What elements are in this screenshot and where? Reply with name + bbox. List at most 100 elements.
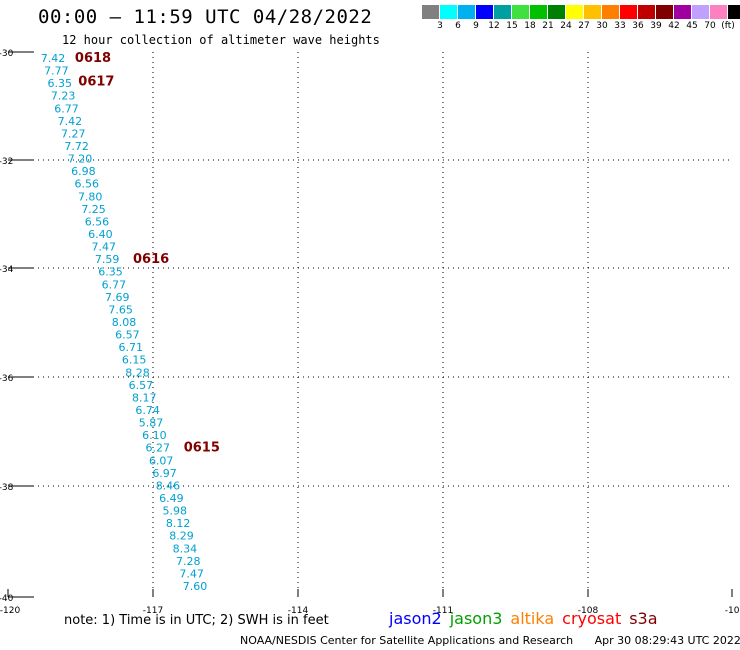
lat-label: -36 — [0, 374, 14, 384]
legend-label: 12 — [488, 21, 500, 31]
footer: NOAA/NESDIS Center for Satellite Applica… — [240, 634, 740, 647]
legend-swatch — [728, 5, 740, 19]
legend-label: 45 — [686, 21, 698, 31]
legend-label: 30 — [596, 21, 608, 31]
satellite-altika: altika — [510, 609, 555, 628]
swh-value: 6.71 — [119, 341, 144, 354]
swh-value: 6.27 — [146, 442, 171, 455]
lat-label: -32 — [0, 157, 13, 167]
swh-value: 6.15 — [122, 354, 147, 367]
satellite-cryosat: cryosat — [562, 609, 622, 628]
swh-value: 7.25 — [81, 203, 106, 216]
swh-value: 7.28 — [176, 555, 201, 568]
swh-value: 7.65 — [108, 303, 133, 316]
legend-label: 21 — [542, 21, 554, 31]
page-title: 00:00 – 11:59 UTC 04/28/2022 — [38, 6, 373, 28]
swh-value: 6.57 — [115, 329, 140, 342]
generated-timestamp: Apr 30 08:29:43 UTC 2022 — [594, 634, 740, 647]
legend-swatch — [620, 5, 638, 19]
swh-value: 7.59 — [95, 253, 120, 266]
swh-value: 5.87 — [139, 417, 164, 430]
time-label: 0615 — [184, 441, 220, 456]
lat-label: -40 — [0, 594, 14, 604]
lat-label: -38 — [0, 483, 14, 493]
legend-swatch — [692, 5, 710, 19]
legend-label: 42 — [668, 21, 680, 31]
legend-swatch — [494, 5, 512, 19]
swh-value: 6.57 — [129, 379, 154, 392]
swh-value: 6.10 — [142, 429, 167, 442]
swh-value: 7.72 — [64, 140, 89, 153]
legend-label: 39 — [650, 21, 662, 31]
swh-value: 5.98 — [162, 505, 187, 518]
swh-value: 8.28 — [125, 366, 150, 379]
swh-value: 7.20 — [68, 153, 93, 166]
swh-value: 7.69 — [105, 291, 130, 304]
lon-label: -114 — [288, 606, 309, 616]
swh-value: 7.23 — [51, 90, 76, 103]
swh-value: 7.47 — [179, 567, 204, 580]
time-label: 0617 — [78, 75, 114, 90]
time-label: 0618 — [75, 51, 111, 66]
legend-swatch — [710, 5, 728, 19]
swh-value: 6.97 — [152, 467, 177, 480]
legend-label: 9 — [473, 21, 479, 31]
lat-label: -30 — [0, 49, 14, 59]
legend-swatch — [638, 5, 656, 19]
satellite-jason2: jason2 — [389, 609, 442, 628]
swh-value: 7.42 — [58, 115, 83, 128]
swh-value: 7.80 — [78, 190, 103, 203]
time-label: 0616 — [133, 252, 169, 267]
swh-value: 8.12 — [166, 517, 191, 530]
legend-swatch — [548, 5, 566, 19]
swh-value: 7.60 — [183, 580, 208, 593]
legend-swatch — [566, 5, 584, 19]
legend-label: 15 — [506, 21, 518, 31]
legend-swatch — [422, 5, 440, 19]
legend-label: (ft) — [721, 21, 735, 31]
swh-value: 6.77 — [102, 278, 127, 291]
legend-label: 33 — [614, 21, 626, 31]
legend-swatch — [584, 5, 602, 19]
legend-swatch — [530, 5, 548, 19]
lon-label: -105 — [725, 606, 740, 616]
swh-value: 6.98 — [71, 165, 96, 178]
page-subtitle: 12 hour collection of altimeter wave hei… — [62, 33, 380, 47]
legend-swatch — [656, 5, 674, 19]
swh-value: 6.56 — [75, 178, 100, 191]
legend-label: 24 — [560, 21, 572, 31]
satellite-s3a: s3a — [629, 609, 658, 628]
legend-label: 27 — [578, 21, 590, 31]
legend-label: 18 — [524, 21, 536, 31]
color-scale-legend — [422, 5, 740, 19]
swh-value: 7.27 — [61, 127, 86, 140]
legend-label: 3 — [437, 21, 443, 31]
swh-value: 6.35 — [48, 77, 73, 90]
lon-label: -108 — [578, 606, 599, 616]
legend-swatch — [476, 5, 494, 19]
satellite-legend: jason2 jason3 altika cryosat s3a — [389, 609, 666, 628]
swh-value: 8.29 — [169, 530, 194, 543]
lon-label: -117 — [143, 606, 163, 616]
legend-swatch — [602, 5, 620, 19]
legend-label: 70 — [704, 21, 716, 31]
lat-label: -34 — [0, 265, 14, 275]
lon-label: -120 — [0, 606, 20, 616]
swh-value: 7.42 — [41, 52, 66, 65]
swh-value: 8.34 — [173, 542, 198, 555]
swh-value: 7.77 — [44, 65, 69, 78]
units-note: note: 1) Time is in UTC; 2) SWH is in fe… — [64, 613, 329, 628]
swh-value: 6.07 — [149, 454, 174, 467]
legend-label: 36 — [632, 21, 644, 31]
legend-swatch — [512, 5, 530, 19]
legend-swatch — [458, 5, 476, 19]
credit-text: NOAA/NESDIS Center for Satellite Applica… — [240, 634, 574, 647]
swh-value: 7.47 — [91, 241, 116, 254]
satellite-jason3: jason3 — [449, 609, 503, 628]
lon-label: -111 — [433, 606, 453, 616]
swh-value: 8.17 — [132, 391, 157, 404]
swh-value: 8.46 — [156, 479, 181, 492]
legend-swatch — [674, 5, 692, 19]
swh-value: 8.08 — [112, 316, 137, 329]
